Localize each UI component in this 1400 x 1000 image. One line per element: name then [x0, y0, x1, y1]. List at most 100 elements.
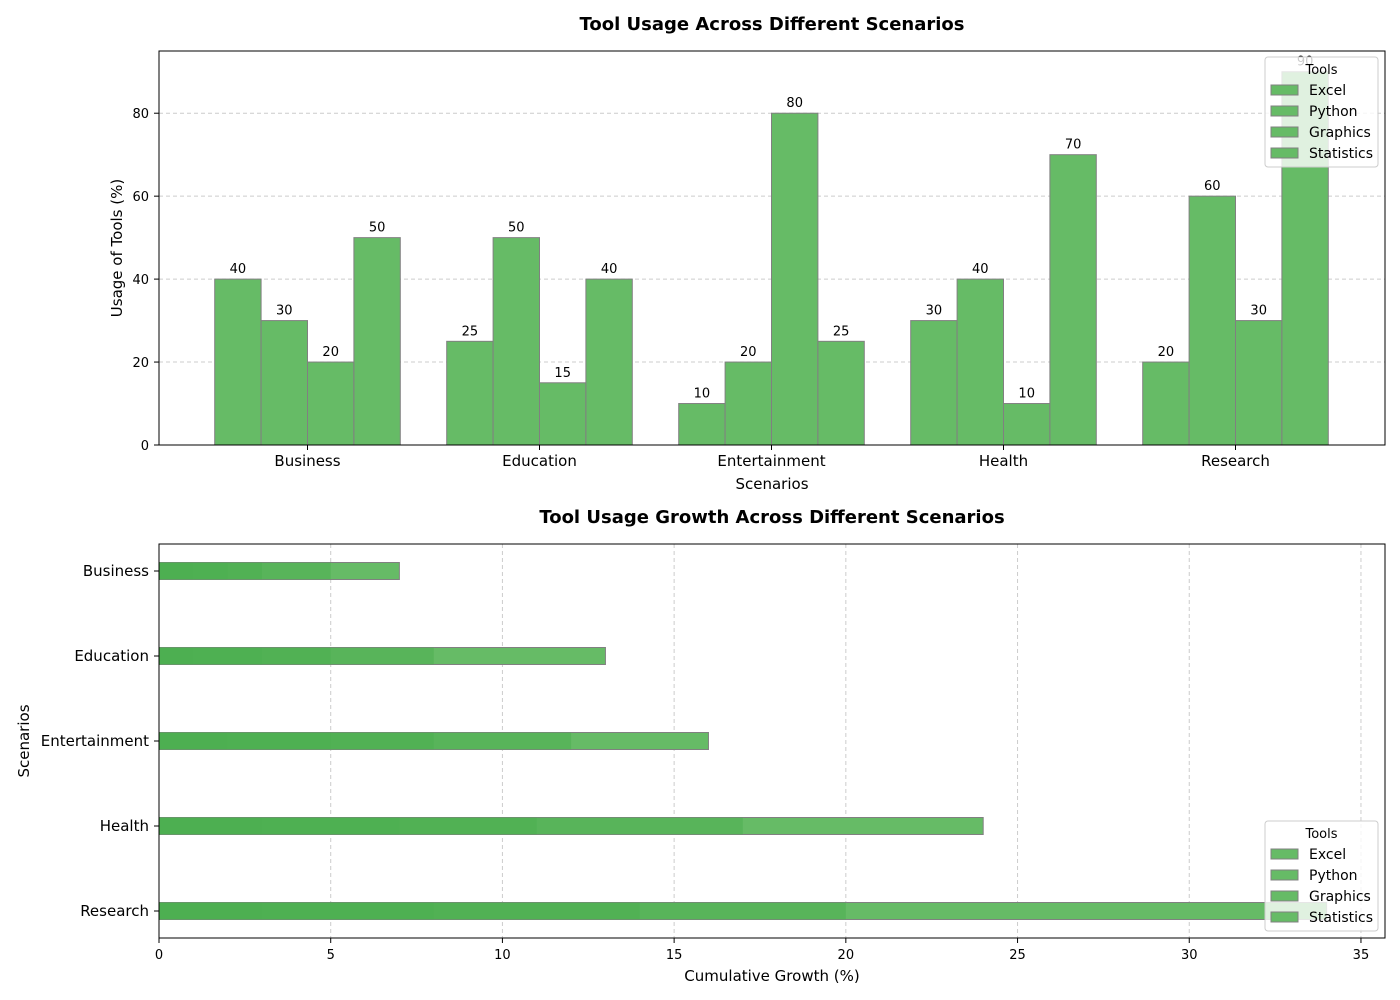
bar-health-python: [956, 278, 1004, 446]
bar-value-label-business-python: 30: [276, 304, 293, 319]
bar-value-label-education-python: 50: [508, 221, 525, 236]
top-legend-swatch-graphics: [1270, 126, 1299, 138]
bottom-x-axis-label: Cumulative Growth (%): [684, 967, 859, 985]
bottom-x-tick-label: 15: [666, 948, 683, 963]
top-legend-label-graphics: Graphics: [1309, 125, 1371, 141]
top-legend-label-excel: Excel: [1309, 83, 1346, 99]
top-x-axis-label: Scenarios: [735, 475, 808, 493]
bottom-y-tick-label-entertainment: Entertainment: [41, 732, 149, 750]
bar-business-python: [260, 320, 309, 446]
bar-health-excel: [910, 320, 958, 446]
growth-bar-chart: Tool Usage Growth Across Different Scena…: [15, 507, 1386, 985]
bottom-legend-label-statistics: Statistics: [1309, 910, 1373, 926]
bottom-y-tick-label-health: Health: [100, 817, 149, 835]
bar-business-excel: [214, 278, 262, 446]
top-y-tick-label: 80: [132, 107, 149, 122]
bottom-x-tick-label: 0: [155, 948, 163, 963]
bottom-legend-label-graphics: Graphics: [1309, 889, 1371, 905]
bottom-x-ticks: 0 5 10 15 20 25 30 35: [155, 938, 1369, 963]
bar-value-label-research-python: 60: [1204, 179, 1221, 194]
top-x-tick-label-education: Education: [502, 452, 577, 470]
top-bars: [214, 71, 1329, 446]
bar-entertainment-graphics: [771, 112, 819, 446]
bottom-legend-swatch-excel: [1270, 848, 1299, 860]
bottom-legend-title: Tools: [1304, 827, 1337, 842]
bar-business-statistics: [353, 237, 401, 446]
bar-health-statistics: [1049, 154, 1097, 446]
bottom-x-tick-label: 5: [327, 948, 335, 963]
top-legend-label-python: Python: [1309, 104, 1358, 120]
bottom-x-tick-label: 35: [1353, 948, 1370, 963]
bar-value-label-health-python: 40: [972, 262, 989, 277]
bar-value-label-education-graphics: 15: [554, 366, 571, 381]
bottom-legend-swatch-graphics: [1270, 890, 1299, 902]
top-y-ticks: 0 20 40 60 80: [132, 107, 159, 454]
top-x-tick-label-entertainment: Entertainment: [717, 452, 825, 470]
bottom-y-tick-label-research: Research: [80, 902, 149, 920]
usage-bar-chart: Tool Usage Across Different Scenarios 40…: [108, 14, 1386, 493]
bottom-legend-label-python: Python: [1309, 868, 1358, 884]
bar-research-python: [1188, 195, 1236, 446]
bottom-legend-swatch-python: [1270, 869, 1299, 881]
bar-value-label-research-excel: 20: [1158, 345, 1175, 360]
top-x-ticks: Business Education Entertainment Health Rese…: [274, 445, 1270, 470]
bar-entertainment-python: [724, 361, 772, 446]
top-y-tick-label: 40: [132, 273, 149, 288]
top-legend-swatch-python: [1270, 105, 1299, 117]
bar-value-label-business-statistics: 50: [369, 221, 386, 236]
growth-segment-health-statistics: [159, 817, 743, 835]
bar-value-label-research-graphics: 30: [1250, 304, 1267, 319]
bar-education-statistics: [585, 278, 633, 446]
bottom-y-tick-label-education: Education: [74, 647, 149, 665]
growth-segment-entertainment-statistics: [159, 732, 572, 750]
bar-entertainment-statistics: [817, 340, 865, 446]
bar-value-label-business-graphics: 20: [322, 345, 339, 360]
bar-value-label-education-statistics: 40: [601, 262, 618, 277]
bar-value-label-health-excel: 30: [926, 304, 943, 319]
bar-education-excel: [446, 340, 494, 446]
bar-value-label-entertainment-python: 20: [740, 345, 757, 360]
top-y-axis-label: Usage of Tools (%): [108, 179, 126, 317]
bar-value-label-education-excel: 25: [462, 324, 479, 339]
top-legend-swatch-statistics: [1270, 147, 1299, 159]
bar-value-label-business-excel: 40: [230, 262, 247, 277]
bottom-legend-swatch-statistics: [1270, 911, 1299, 923]
top-legend: Tools Excel Python Graphics Statistics: [1264, 56, 1379, 168]
growth-segment-education-statistics: [159, 647, 434, 665]
bar-research-excel: [1142, 361, 1190, 446]
bar-research-graphics: [1235, 320, 1283, 446]
bar-value-label-health-statistics: 70: [1065, 138, 1082, 153]
bar-value-label-entertainment-statistics: 25: [833, 324, 850, 339]
bar-value-label-health-graphics: 10: [1018, 387, 1035, 402]
top-legend-title: Tools: [1304, 63, 1337, 78]
bar-health-graphics: [1003, 403, 1051, 446]
bottom-y-tick-label-business: Business: [83, 562, 149, 580]
top-x-tick-label-health: Health: [979, 452, 1028, 470]
top-y-tick-label: 20: [132, 356, 149, 371]
bar-education-graphics: [539, 382, 587, 446]
bottom-y-axis-label: Scenarios: [15, 704, 33, 777]
bottom-x-tick-label: 20: [838, 948, 855, 963]
top-legend-swatch-excel: [1270, 84, 1299, 96]
top-x-tick-label-research: Research: [1201, 452, 1270, 470]
growth-segment-business-statistics: [159, 562, 331, 580]
bottom-y-ticks: Business Education Entertainment Health Rese…: [41, 562, 159, 920]
bar-business-graphics: [307, 361, 355, 446]
bar-education-python: [492, 237, 541, 446]
bottom-chart-title: Tool Usage Growth Across Different Scena…: [539, 507, 1004, 528]
bottom-x-tick-label: 25: [1009, 948, 1026, 963]
bottom-x-tick-label: 30: [1181, 948, 1198, 963]
bottom-bars: [158, 562, 1328, 920]
top-chart-title: Tool Usage Across Different Scenarios: [579, 14, 964, 35]
top-y-tick-label: 0: [141, 439, 149, 454]
bar-value-label-entertainment-graphics: 80: [786, 96, 803, 111]
top-legend-label-statistics: Statistics: [1309, 146, 1373, 162]
top-y-tick-label: 60: [132, 190, 149, 205]
top-x-tick-label-business: Business: [274, 452, 340, 470]
bar-entertainment-excel: [678, 403, 726, 446]
bottom-x-tick-label: 10: [494, 948, 511, 963]
growth-segment-research-statistics: [159, 902, 846, 920]
bar-value-label-entertainment-excel: 10: [694, 387, 711, 402]
bottom-legend-label-excel: Excel: [1309, 847, 1346, 863]
